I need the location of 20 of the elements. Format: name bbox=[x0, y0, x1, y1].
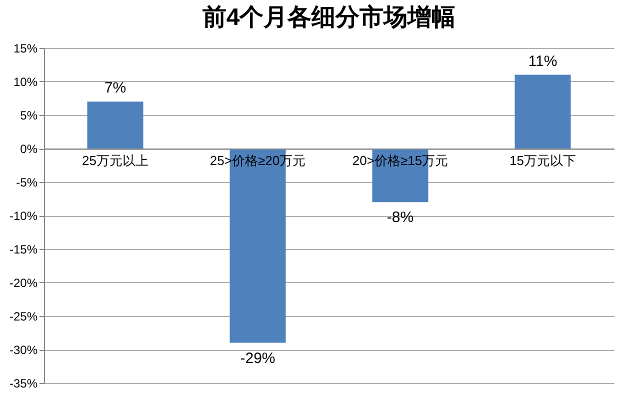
y-tick-label: 5% bbox=[20, 108, 38, 122]
y-tick-label: 10% bbox=[13, 75, 38, 89]
x-tick-label: 25万元以上 bbox=[82, 153, 148, 168]
y-tick-label: -30% bbox=[9, 343, 38, 357]
y-tick-label: -10% bbox=[9, 209, 38, 223]
x-tick-label: 15万元以下 bbox=[510, 153, 576, 168]
text: -29% bbox=[240, 350, 276, 367]
y-tick-label: -15% bbox=[9, 242, 38, 256]
y-tick-label: -20% bbox=[9, 276, 38, 290]
y-tick-label: 0% bbox=[20, 142, 38, 156]
y-tick-label: -35% bbox=[9, 376, 38, 390]
y-tick-label: 15% bbox=[13, 42, 38, 56]
chart-title: 前4个月各细分市场增幅 bbox=[201, 4, 456, 31]
bar bbox=[514, 74, 571, 148]
text: -8% bbox=[386, 209, 414, 226]
bar bbox=[87, 102, 144, 148]
text: 7% bbox=[104, 80, 126, 97]
y-tick-label: -25% bbox=[9, 310, 38, 324]
text: 11% bbox=[528, 52, 558, 70]
y-tick-label: -5% bbox=[16, 176, 38, 190]
